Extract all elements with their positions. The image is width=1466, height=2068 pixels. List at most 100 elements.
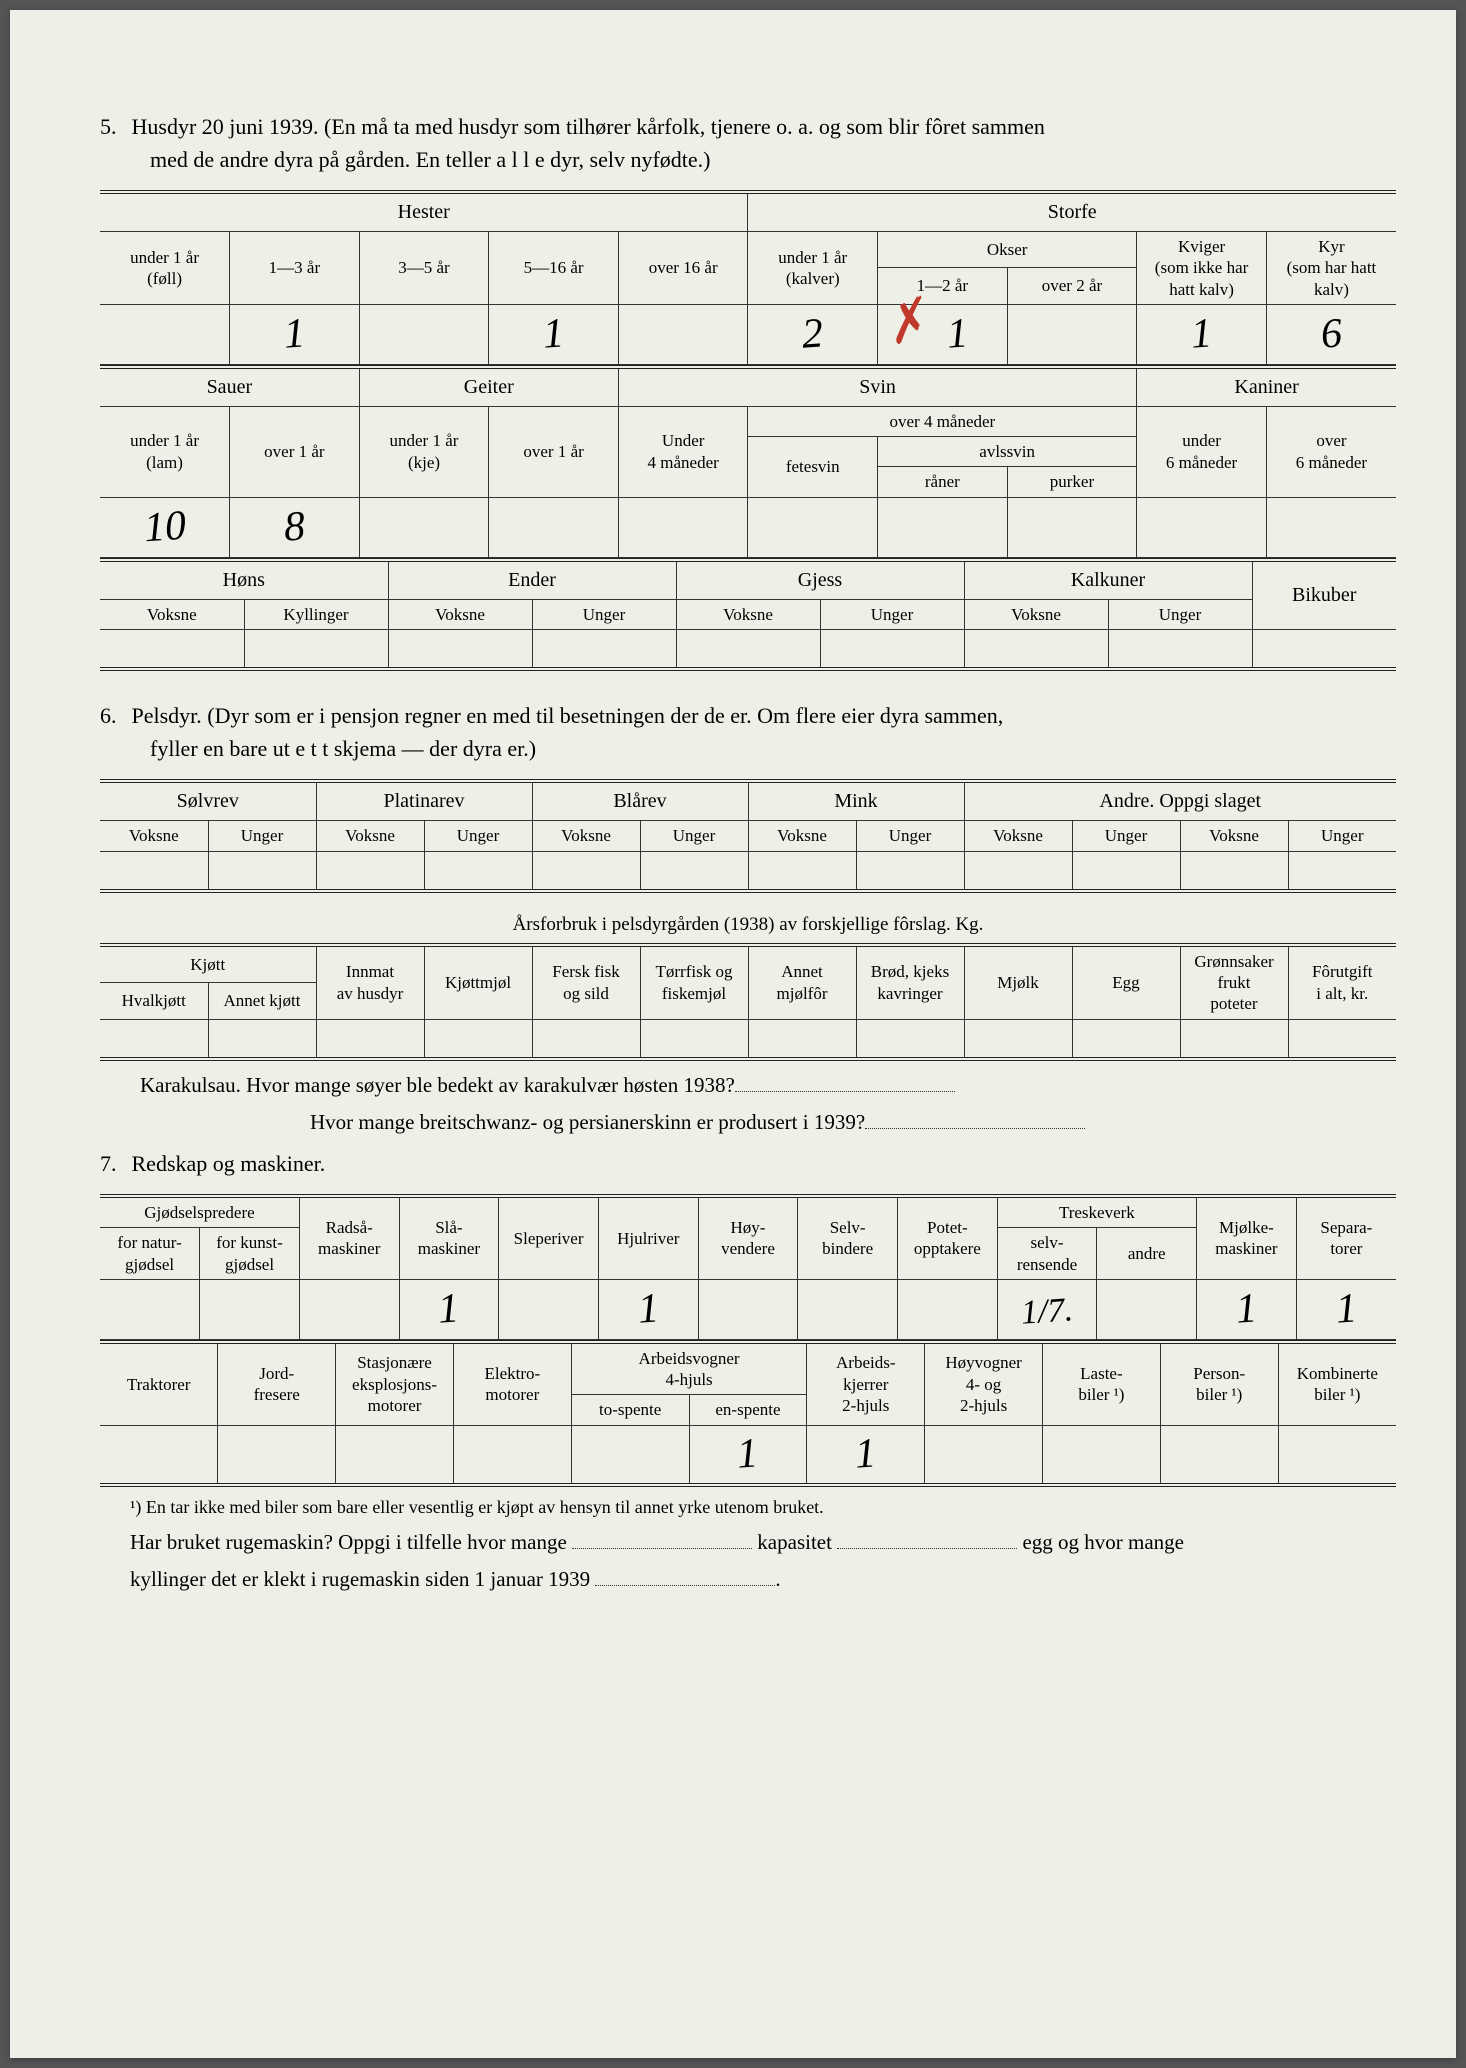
hdr-svin: Svin bbox=[618, 367, 1136, 407]
cell-hons-k[interactable] bbox=[244, 629, 388, 669]
d-laste[interactable] bbox=[1043, 1425, 1161, 1485]
d-selvr[interactable]: 1/7. bbox=[997, 1279, 1097, 1339]
d-hval[interactable] bbox=[100, 1019, 208, 1059]
hdr-enspente: en-spente bbox=[689, 1395, 807, 1425]
cell-1-3[interactable]: 1 bbox=[230, 304, 360, 364]
cell-purker[interactable] bbox=[1007, 497, 1137, 557]
d-brod[interactable] bbox=[856, 1019, 964, 1059]
col-sau-u1: under 1 år (lam) bbox=[100, 406, 230, 497]
d-a1-v[interactable] bbox=[964, 851, 1072, 891]
cell-sau-o1[interactable]: 8 bbox=[230, 497, 360, 557]
d-tosp[interactable] bbox=[571, 1425, 689, 1485]
cell-fetesvin[interactable] bbox=[748, 497, 878, 557]
d-a2-v[interactable] bbox=[1180, 851, 1288, 891]
cell-sau-u1[interactable]: 10 bbox=[100, 497, 230, 557]
hdr-annetkjott: Annet kjøtt bbox=[208, 983, 316, 1019]
d-solv-u[interactable] bbox=[208, 851, 316, 891]
hdr-forutgift: Fôrutgift i alt, kr. bbox=[1288, 945, 1396, 1019]
d-selvb[interactable] bbox=[798, 1279, 898, 1339]
d-sla[interactable]: 1 bbox=[399, 1279, 499, 1339]
d-kjmjol[interactable] bbox=[424, 1019, 532, 1059]
cell-5-16[interactable]: 1 bbox=[489, 304, 619, 364]
d-solv-v[interactable] bbox=[100, 851, 208, 891]
cell-okser-over2[interactable] bbox=[1007, 304, 1137, 364]
col-okser-over2: over 2 år bbox=[1007, 268, 1137, 304]
d-sleperiver[interactable] bbox=[499, 1279, 599, 1339]
d-a1-u[interactable] bbox=[1072, 851, 1180, 891]
c-a1-v: Voksne bbox=[964, 821, 1072, 851]
col-svin-u4: Under 4 måneder bbox=[618, 406, 748, 497]
cell-kan-u6[interactable] bbox=[1137, 497, 1267, 557]
d-a2-u[interactable] bbox=[1288, 851, 1396, 891]
d-ensp[interactable]: 1 bbox=[689, 1425, 807, 1485]
d-hoyv[interactable] bbox=[698, 1279, 798, 1339]
cell-svin-u4[interactable] bbox=[618, 497, 748, 557]
cell-kan-o6[interactable] bbox=[1266, 497, 1396, 557]
d-jord[interactable] bbox=[218, 1425, 336, 1485]
d-mink-v[interactable] bbox=[748, 851, 856, 891]
cell-okser-1-2[interactable]: ✗ 1 bbox=[878, 304, 1008, 364]
d-torr[interactable] bbox=[640, 1019, 748, 1059]
col-kviger: Kviger (som ikke har hatt kalv) bbox=[1137, 232, 1267, 305]
d-bla-u[interactable] bbox=[640, 851, 748, 891]
d-hoyv2[interactable] bbox=[925, 1425, 1043, 1485]
d-egg[interactable] bbox=[1072, 1019, 1180, 1059]
section5-heading: 5. Husdyr 20 juni 1939. (En må ta med hu… bbox=[100, 110, 1396, 176]
d-natur[interactable] bbox=[100, 1279, 200, 1339]
karakul-q2: Hvor mange breitschwanz- og persianerski… bbox=[310, 1108, 1396, 1135]
d-person[interactable] bbox=[1160, 1425, 1278, 1485]
cell-hons-v[interactable] bbox=[100, 629, 244, 669]
hdr-blarev: Blårev bbox=[532, 781, 748, 821]
d-anmjol[interactable] bbox=[748, 1019, 856, 1059]
d-fisk[interactable] bbox=[532, 1019, 640, 1059]
col-kalk-voksne: Voksne bbox=[964, 599, 1108, 629]
d-komb[interactable] bbox=[1278, 1425, 1396, 1485]
cell-geit-u1[interactable] bbox=[359, 497, 489, 557]
cell-ender-u[interactable] bbox=[532, 629, 676, 669]
cell-ender-v[interactable] bbox=[388, 629, 532, 669]
section6-title-line2: fyller en bare ut e t t skjema — der dyr… bbox=[150, 736, 536, 761]
d-gronn[interactable] bbox=[1180, 1019, 1288, 1059]
d-radsa[interactable] bbox=[299, 1279, 399, 1339]
d-mjolke[interactable]: 1 bbox=[1197, 1279, 1297, 1339]
cell-geit-o1[interactable] bbox=[489, 497, 619, 557]
d-trak[interactable] bbox=[100, 1425, 218, 1485]
d-sep[interactable]: 1 bbox=[1296, 1279, 1396, 1339]
cell-kyr[interactable]: 6 bbox=[1266, 304, 1396, 364]
col-okser-1-2: 1—2 år bbox=[878, 268, 1008, 304]
cell-over16[interactable] bbox=[618, 304, 748, 364]
d-annetk[interactable] bbox=[208, 1019, 316, 1059]
col-under1foll: under 1 år (føll) bbox=[100, 232, 230, 305]
table-redskap-1: Gjødselspredere Radså- maskiner Slå- mas… bbox=[100, 1194, 1396, 1340]
d-innmat[interactable] bbox=[316, 1019, 424, 1059]
d-plat-u[interactable] bbox=[424, 851, 532, 891]
d-tandre[interactable] bbox=[1097, 1279, 1197, 1339]
cell-bikuber[interactable] bbox=[1252, 629, 1396, 669]
d-mjolk[interactable] bbox=[964, 1019, 1072, 1059]
cell-kalk-v[interactable] bbox=[964, 629, 1108, 669]
d-mink-u[interactable] bbox=[856, 851, 964, 891]
d-plat-v[interactable] bbox=[316, 851, 424, 891]
cell-gjess-v[interactable] bbox=[676, 629, 820, 669]
rugemaskin-q2: kyllinger det er klekt i rugemaskin side… bbox=[130, 1565, 1396, 1592]
cell-raner[interactable] bbox=[878, 497, 1008, 557]
d-kunst[interactable] bbox=[200, 1279, 300, 1339]
cell-foll[interactable] bbox=[100, 304, 230, 364]
cell-3-5[interactable] bbox=[359, 304, 489, 364]
d-forutg[interactable] bbox=[1288, 1019, 1396, 1059]
cell-kalk-u[interactable] bbox=[1108, 629, 1252, 669]
d-kjer[interactable]: 1 bbox=[807, 1425, 925, 1485]
cell-kalver[interactable]: 2 bbox=[748, 304, 878, 364]
d-hjulriver[interactable]: 1 bbox=[598, 1279, 698, 1339]
d-potet[interactable] bbox=[898, 1279, 998, 1339]
col-svin-o4: over 4 måneder bbox=[748, 406, 1137, 436]
hdr-radsa: Radså- maskiner bbox=[299, 1196, 399, 1279]
karakul-q1: Karakulsau. Hvor mange søyer ble bedekt … bbox=[140, 1071, 1396, 1098]
d-stasj[interactable] bbox=[336, 1425, 454, 1485]
cell-kviger[interactable]: 1 bbox=[1137, 304, 1267, 364]
section6-number: 6. bbox=[100, 699, 126, 732]
d-bla-v[interactable] bbox=[532, 851, 640, 891]
d-elek[interactable] bbox=[453, 1425, 571, 1485]
c-a2-v: Voksne bbox=[1180, 821, 1288, 851]
cell-gjess-u[interactable] bbox=[820, 629, 964, 669]
